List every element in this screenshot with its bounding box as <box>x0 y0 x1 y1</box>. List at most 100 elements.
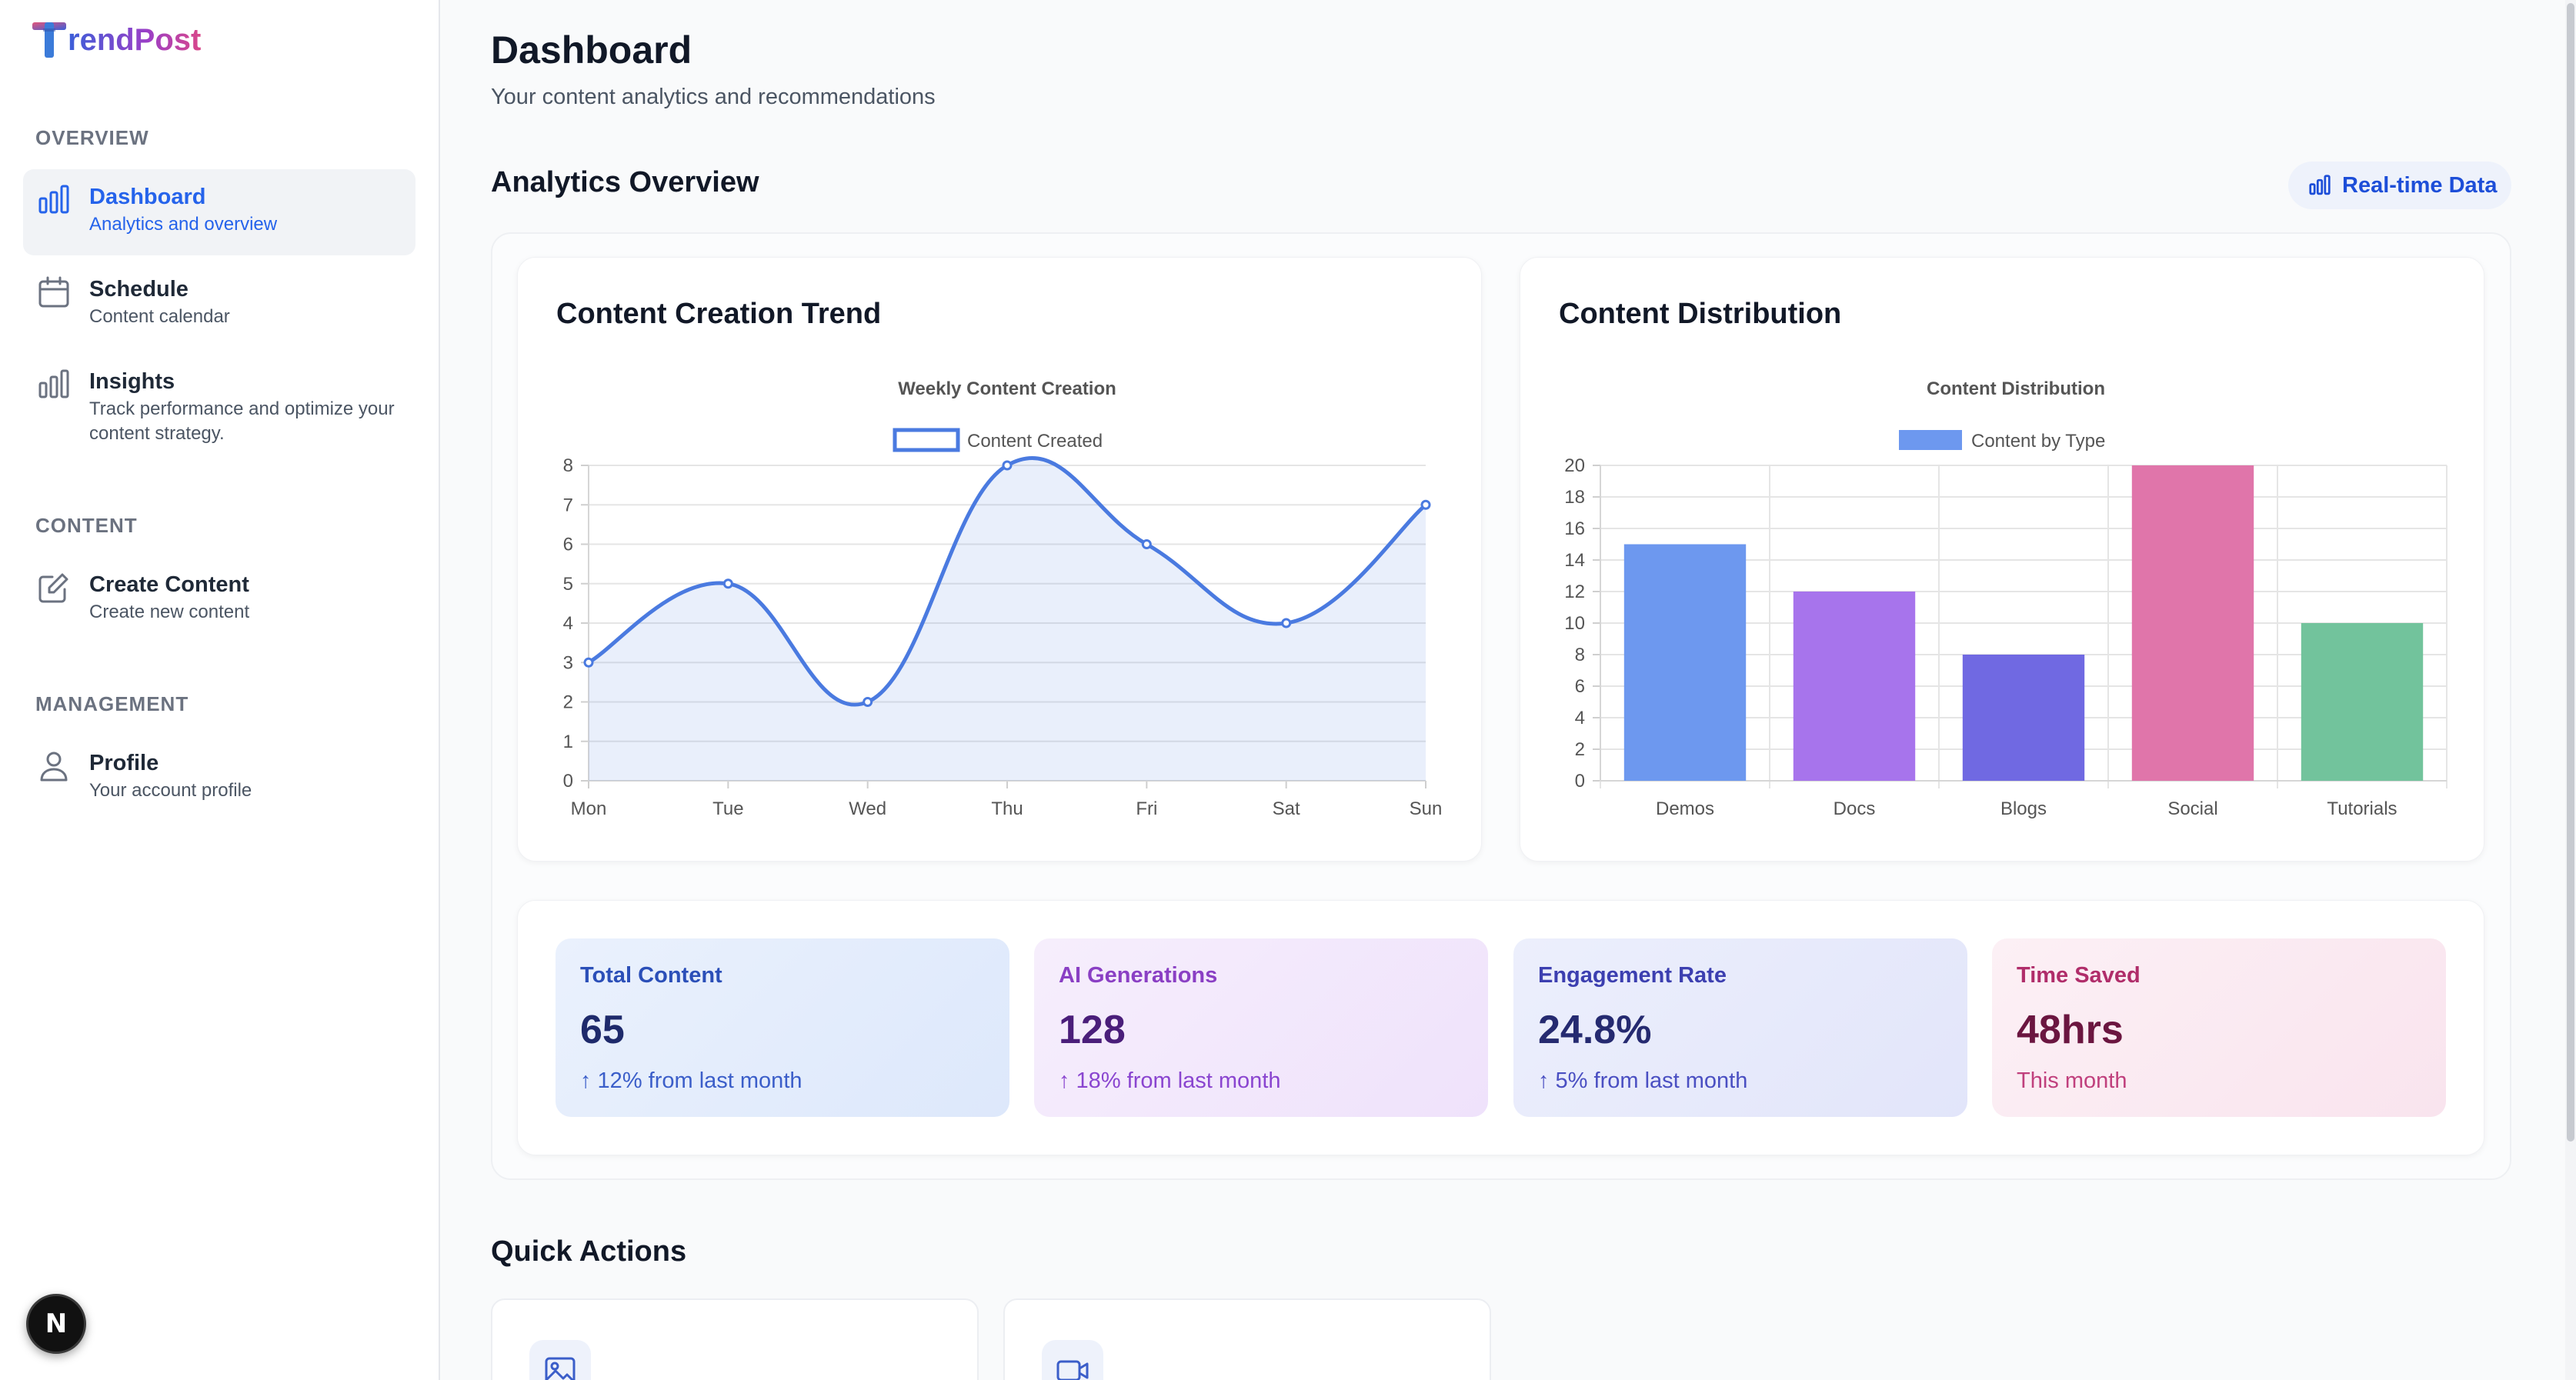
y-tick-label: 8 <box>1575 645 1585 665</box>
brand-name: rendPost <box>68 22 202 57</box>
user-icon <box>40 752 68 782</box>
data-point <box>1141 539 1152 549</box>
stat-label: Total Content <box>580 963 722 988</box>
sidebar-item-title: Profile <box>89 751 159 775</box>
sidebar-item-desc: Your account profile <box>89 780 252 801</box>
x-tick-label: Thu <box>991 798 1023 819</box>
stat-value: 24.8% <box>1538 1008 1652 1052</box>
card-title: Content Distribution <box>1559 298 1842 330</box>
stat-engagement-rate: Engagement Rate 24.8% ↑ 5% from last mon… <box>1513 938 1967 1117</box>
scrollbar-thumb[interactable] <box>2567 3 2574 1142</box>
stat-change: ↑ 12% from last month <box>580 1068 802 1093</box>
x-tick-label: Sun <box>1410 798 1443 819</box>
bar <box>1623 544 1747 781</box>
sidebar-item-title: Dashboard <box>89 185 206 209</box>
quick-action-image[interactable] <box>491 1298 979 1380</box>
content-distribution-card: Content Distribution Content Distributio… <box>1520 257 2484 862</box>
x-tick-label: Tutorials <box>2327 798 2397 819</box>
x-tick-label: Social <box>2167 798 2217 819</box>
sidebar-item-schedule[interactable]: Schedule Content calendar <box>23 262 415 338</box>
y-tick-label: 16 <box>1564 518 1585 539</box>
stat-ai-generations: AI Generations 128 ↑ 18% from last month <box>1034 938 1488 1117</box>
sidebar-item-desc: Analytics and overview <box>89 214 278 235</box>
bar <box>2301 623 2424 781</box>
page-subtitle: Your content analytics and recommendatio… <box>491 85 936 109</box>
bar-chart: Content Distribution Content by Type 0 2 4 6 8… <box>1564 378 2448 819</box>
data-point <box>1281 618 1292 628</box>
quick-actions-title: Quick Actions <box>491 1235 687 1268</box>
stat-time-saved: Time Saved 48hrs This month <box>1992 938 2446 1117</box>
quick-action-video[interactable] <box>1003 1298 1491 1380</box>
sidebar-item-title: Create Content <box>89 572 249 597</box>
data-point <box>722 578 733 589</box>
line-chart: Weekly Content Creation Content Created 0 1… <box>563 378 1443 819</box>
y-tick-label: 2 <box>563 692 573 713</box>
bar-chart-icon <box>2309 175 2331 195</box>
data-point <box>863 697 873 707</box>
y-tick-label: 10 <box>1564 613 1585 634</box>
y-tick-label: 5 <box>563 574 573 595</box>
sidebar-item-create-content[interactable]: Create Content Create new content <box>23 557 415 634</box>
chart-title: Content Distribution <box>1927 378 2105 399</box>
y-tick-label: 0 <box>563 771 573 792</box>
video-icon <box>1042 1340 1103 1380</box>
stat-change: ↑ 5% from last month <box>1538 1068 1748 1093</box>
section-content: CONTENT <box>35 514 138 537</box>
y-tick-label: 20 <box>1564 455 1585 476</box>
y-tick-label: 14 <box>1564 550 1585 571</box>
stat-total-content: Total Content 65 ↑ 12% from last month <box>556 938 1009 1117</box>
sidebar-item-insights[interactable]: Insights Track performance and optimize … <box>23 354 415 462</box>
sidebar-item-desc: Create new content <box>89 602 250 622</box>
sidebar-item-profile[interactable]: Profile Your account profile <box>23 735 415 812</box>
x-tick-label: Mon <box>571 798 607 819</box>
bar <box>1793 592 1916 781</box>
bar <box>2131 465 2254 781</box>
y-tick-label: 4 <box>563 613 573 634</box>
sidebar-item-desc: Track performance and optimize your cont… <box>89 398 395 444</box>
y-tick-label: 12 <box>1564 582 1585 602</box>
realtime-data-label: Real-time Data <box>2342 172 2498 198</box>
logo[interactable]: rendPost <box>32 18 201 62</box>
bar-chart-icon <box>38 185 69 214</box>
y-tick-label: 7 <box>563 495 573 515</box>
x-tick-label: Wed <box>849 798 886 819</box>
sidebar-item-title: Insights <box>89 369 175 394</box>
realtime-data-button[interactable]: Real-time Data <box>2288 162 2511 209</box>
data-point <box>1002 460 1013 471</box>
image-icon <box>529 1340 591 1380</box>
bar-chart-icon <box>38 369 69 398</box>
stat-change: ↑ 18% from last month <box>1059 1068 1281 1093</box>
y-tick-label: 1 <box>563 732 573 752</box>
y-tick-label: 6 <box>1575 676 1585 697</box>
stat-label: Time Saved <box>2017 963 2141 988</box>
chart-title: Weekly Content Creation <box>898 378 1116 399</box>
y-tick-label: 3 <box>563 652 573 673</box>
y-tick-label: 0 <box>1575 771 1585 792</box>
x-tick-label: Sat <box>1273 798 1300 819</box>
y-tick-label: 18 <box>1564 487 1585 508</box>
legend-label: Content by Type <box>1971 431 2105 452</box>
section-overview: OVERVIEW <box>35 126 149 149</box>
next-devtools-badge[interactable]: N <box>26 1294 86 1354</box>
legend-swatch <box>1899 430 1962 450</box>
y-tick-label: 4 <box>1575 708 1585 728</box>
data-point <box>583 657 594 668</box>
sidebar-item-title: Schedule <box>89 277 189 302</box>
y-tick-label: 6 <box>563 535 573 555</box>
x-tick-label: Docs <box>1834 798 1876 819</box>
stat-value: 48hrs <box>2017 1008 2124 1052</box>
stat-change: This month <box>2017 1068 2127 1093</box>
x-tick-label: Blogs <box>2000 798 2047 819</box>
sidebar-item-dashboard[interactable]: Dashboard Analytics and overview <box>23 169 415 255</box>
bar <box>1962 655 2085 781</box>
sidebar-item-desc: Content calendar <box>89 306 230 327</box>
x-tick-label: Tue <box>712 798 743 819</box>
section-management: MANAGEMENT <box>35 692 189 715</box>
stat-value: 65 <box>580 1008 625 1052</box>
stat-value: 128 <box>1059 1008 1126 1052</box>
y-tick-label: 2 <box>1575 739 1585 760</box>
logo-mark-icon <box>32 22 66 58</box>
page-title: Dashboard <box>491 28 692 72</box>
series-area-fill <box>589 458 1426 781</box>
edit-icon <box>38 573 68 603</box>
